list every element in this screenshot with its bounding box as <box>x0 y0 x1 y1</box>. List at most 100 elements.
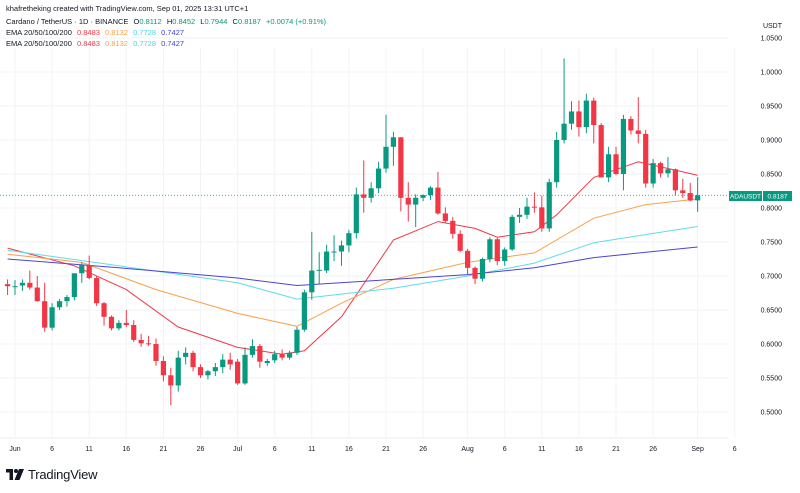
tradingview-logo[interactable]: TradingView <box>6 467 98 482</box>
candle-up <box>420 195 426 198</box>
price-tick-label: 0.8000 <box>761 206 783 213</box>
candle-up <box>183 352 189 357</box>
candle-up <box>175 357 181 386</box>
time-tick-label: 16 <box>345 446 353 453</box>
candle-up <box>294 329 300 353</box>
candle-down <box>42 301 48 328</box>
candle-up <box>502 249 508 262</box>
candle-down <box>123 322 129 325</box>
candle-up <box>264 361 270 364</box>
candle-up <box>353 194 359 234</box>
ema200-line <box>7 246 698 287</box>
price-tick-label: 1.0500 <box>761 36 783 43</box>
candle-down <box>576 111 582 128</box>
candle-down <box>131 324 137 340</box>
candle-down <box>465 250 471 268</box>
time-tick-label: 6 <box>503 446 507 453</box>
last-price-symbol: ADAUSDT <box>730 194 761 201</box>
last-price-value-box <box>763 191 792 201</box>
candle-down <box>27 282 33 288</box>
candle-down <box>628 118 634 131</box>
credit-line: khafretheking created with TradingView.c… <box>6 4 249 13</box>
price-tick-label: 1.0000 <box>761 70 783 77</box>
candle-down <box>145 343 152 345</box>
ema-lines <box>7 161 698 355</box>
candle-up <box>546 182 552 229</box>
time-tick-label: Sep <box>691 446 704 453</box>
ema-legend-label: EMA 20/50/100/200 <box>6 28 72 37</box>
candle-down <box>613 154 619 174</box>
candle-up <box>650 163 656 184</box>
candle-up <box>79 265 85 274</box>
candle-up <box>272 354 278 361</box>
time-tick-label: 26 <box>649 446 657 453</box>
tradingview-logo-icon <box>6 469 24 480</box>
candle-down <box>86 265 92 279</box>
candle-up <box>64 297 70 302</box>
price-tick-label: 0.7000 <box>761 274 783 281</box>
ema-legend-row[interactable]: EMA 20/50/100/200 0.8483 0.8132 0.7728 0… <box>6 39 187 48</box>
candle-down <box>108 316 115 329</box>
candle-up <box>116 322 122 329</box>
symbol-title[interactable]: Cardano / TetherUS · 1D · BINANCE <box>6 17 129 26</box>
price-axis[interactable]: 1.0500 1.0000 0.9500 0.9000 0.8500 0.8000 0.75… <box>761 36 783 417</box>
candle-up <box>524 206 530 215</box>
time-tick-label: Aug <box>461 446 474 453</box>
ema50-value: 0.8132 <box>105 28 128 37</box>
candle-up <box>205 371 211 376</box>
candle-down <box>450 220 456 234</box>
candle-down <box>591 100 597 126</box>
candle-up <box>220 359 226 368</box>
candle-up <box>568 111 575 124</box>
ema20-line <box>7 161 698 355</box>
candle-down <box>643 133 649 184</box>
candle-down <box>398 137 404 198</box>
candle-down <box>657 163 664 174</box>
last-price-value: 0.8187 <box>768 194 788 201</box>
last-price-badge: ADAUSDT 0.8187 <box>729 191 792 201</box>
candle-down <box>227 359 233 365</box>
candle-down <box>680 190 686 194</box>
candle-up <box>427 187 434 196</box>
price-tick-label: 0.7500 <box>761 240 783 247</box>
candle-down <box>435 187 441 214</box>
candle-up <box>509 216 515 250</box>
ema100-line <box>7 226 698 300</box>
ohlc-open: O0.8112 <box>133 17 162 26</box>
ema20-value: 0.8483 <box>76 28 100 37</box>
ema-legend-label: EMA 20/50/100/200 <box>6 39 72 48</box>
candle-down <box>34 287 40 302</box>
candle-up <box>324 251 330 271</box>
ema100-value: 0.7728 <box>133 39 157 48</box>
candle-up <box>56 301 63 308</box>
ema50-line <box>7 198 698 327</box>
ema200-value: 0.7427 <box>161 39 185 48</box>
time-tick-label: 21 <box>612 446 620 453</box>
time-tick-label: 26 <box>419 446 427 453</box>
time-axis[interactable]: Jun 6 11 16 21 26 Jul 6 11 16 21 26 Aug 6 11 16 21 26 Sep 6 <box>9 446 736 453</box>
time-tick-label: Jul <box>233 446 242 453</box>
legend-symbol-row: Cardano / TetherUS · 1D · BINANCE O0.811… <box>6 17 329 26</box>
candle-up <box>49 307 55 328</box>
candle-up <box>338 245 345 252</box>
ema-legend-row[interactable]: EMA 20/50/100/200 0.8483 0.8132 0.7728 0… <box>6 28 187 37</box>
price-tick-label: 0.8500 <box>761 172 783 179</box>
candle-down <box>457 233 463 251</box>
candle-down <box>153 344 159 361</box>
candle-up <box>331 251 337 253</box>
candle-up <box>249 346 256 355</box>
ema100-value: 0.7728 <box>133 28 157 37</box>
ohlc-high: H0.8452 <box>166 17 196 26</box>
candle-up <box>606 154 612 178</box>
ohlc-low: L0.7944 <box>200 17 228 26</box>
candle-up <box>390 137 397 147</box>
time-tick-label: 26 <box>197 446 205 453</box>
candle-down <box>361 194 367 198</box>
candle-up <box>346 233 352 246</box>
candle-down <box>257 346 263 362</box>
grid <box>0 37 736 439</box>
candle-up <box>368 188 374 198</box>
candle-down <box>472 267 478 279</box>
candle-up <box>71 273 77 298</box>
